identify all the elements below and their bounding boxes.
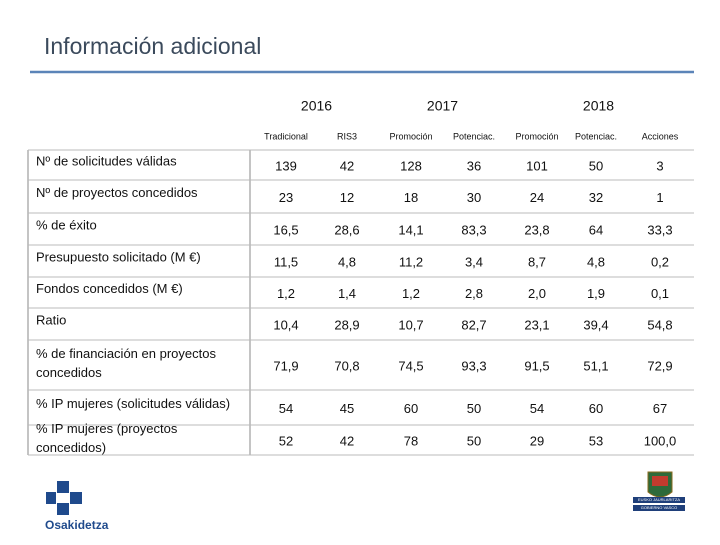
cell-value: 72,9	[647, 358, 672, 373]
osakidetza-text: Osakidetza	[45, 518, 109, 532]
row-label: % IP mujeres (solicitudes válidas)	[36, 396, 230, 411]
cell-value: 64	[589, 222, 603, 237]
cell-value: 10,7	[398, 317, 423, 332]
cell-value: 78	[404, 433, 418, 448]
cell-value: 36	[467, 158, 481, 173]
cell-value: 39,4	[583, 317, 608, 332]
slide-title: Información adicional	[44, 33, 261, 59]
cell-value: 53	[589, 433, 603, 448]
cell-value: 54	[279, 401, 293, 416]
column-header: Acciones	[642, 131, 679, 141]
cell-value: 1	[656, 190, 663, 205]
column-header: Tradicional	[264, 131, 308, 141]
cell-value: 14,1	[398, 222, 423, 237]
cell-value: 67	[653, 401, 667, 416]
column-header: Potenciac.	[453, 131, 495, 141]
row-label: Nº de solicitudes válidas	[36, 153, 177, 168]
logo-text: GOBIERNO VASCO	[641, 505, 677, 510]
cell-value: 50	[467, 401, 481, 416]
cell-value: 2,0	[528, 286, 546, 301]
column-header: RIS3	[337, 131, 357, 141]
cell-value: 3,4	[465, 254, 483, 269]
column-header: Potenciac.	[575, 131, 617, 141]
cell-value: 83,3	[461, 222, 486, 237]
cell-value: 45	[340, 401, 354, 416]
cell-value: 3	[656, 158, 663, 173]
cell-value: 32	[589, 190, 603, 205]
cell-value: 51,1	[583, 358, 608, 373]
cell-value: 16,5	[273, 222, 298, 237]
cell-value: 11,5	[274, 254, 298, 269]
cell-value: 52	[279, 433, 293, 448]
cell-value: 82,7	[461, 317, 486, 332]
cell-value: 4,8	[587, 254, 605, 269]
cell-value: 93,3	[461, 358, 486, 373]
column-header: Promoción	[389, 131, 432, 141]
row-label: % IP mujeres (proyectos concedidos)	[36, 421, 178, 455]
cell-value: 100,0	[644, 433, 677, 448]
column-header: Promoción	[515, 131, 558, 141]
osakidetza-logo: Osakidetza	[45, 481, 109, 532]
cell-value: 0,1	[651, 286, 669, 301]
cell-value: 54,8	[647, 317, 672, 332]
cell-value: 11,2	[399, 254, 423, 269]
cell-value: 28,6	[334, 222, 359, 237]
cell-value: 28,9	[334, 317, 359, 332]
cell-value: 1,4	[338, 286, 356, 301]
cell-value: 101	[526, 158, 548, 173]
cell-value: 8,7	[528, 254, 546, 269]
row-label: Ratio	[36, 312, 66, 327]
cell-value: 10,4	[273, 317, 298, 332]
cell-value: 33,3	[647, 222, 672, 237]
cell-value: 60	[589, 401, 603, 416]
cell-value: 71,9	[273, 358, 298, 373]
cell-value: 24	[530, 190, 544, 205]
cell-value: 54	[530, 401, 544, 416]
year-header: 2017	[427, 98, 458, 114]
cell-value: 4,8	[338, 254, 356, 269]
cell-value: 23,8	[524, 222, 549, 237]
row-label: Nº de proyectos concedidos	[36, 185, 198, 200]
cell-value: 42	[340, 433, 354, 448]
cell-value: 0,2	[651, 254, 669, 269]
cell-value: 50	[467, 433, 481, 448]
row-label: Fondos concedidos (M €)	[36, 281, 183, 296]
cell-value: 23	[279, 190, 293, 205]
year-header: 2016	[301, 98, 332, 114]
gobierno-vasco-logo: EUSKO JAURLARITZA GOBIERNO VASCO	[633, 471, 685, 511]
cell-value: 1,2	[402, 286, 420, 301]
cell-value: 60	[404, 401, 418, 416]
cell-value: 18	[404, 190, 418, 205]
cell-value: 50	[589, 158, 603, 173]
cell-value: 29	[530, 433, 544, 448]
cell-value: 30	[467, 190, 481, 205]
row-label: % de éxito	[36, 217, 97, 232]
year-header: 2018	[583, 98, 614, 114]
cell-value: 74,5	[398, 358, 423, 373]
cell-value: 12	[340, 190, 354, 205]
logo-text: EUSKO JAURLARITZA	[638, 497, 680, 502]
cell-value: 1,2	[277, 286, 295, 301]
cell-value: 139	[275, 158, 297, 173]
row-label: Presupuesto solicitado (M €)	[36, 249, 201, 264]
row-label: % de financiación en proyectos concedidos	[36, 346, 216, 380]
cell-value: 70,8	[334, 358, 359, 373]
cell-value: 91,5	[524, 358, 549, 373]
cell-value: 128	[400, 158, 422, 173]
cell-value: 42	[340, 158, 354, 173]
cell-value: 1,9	[587, 286, 605, 301]
cell-value: 23,1	[524, 317, 549, 332]
cell-value: 2,8	[465, 286, 483, 301]
